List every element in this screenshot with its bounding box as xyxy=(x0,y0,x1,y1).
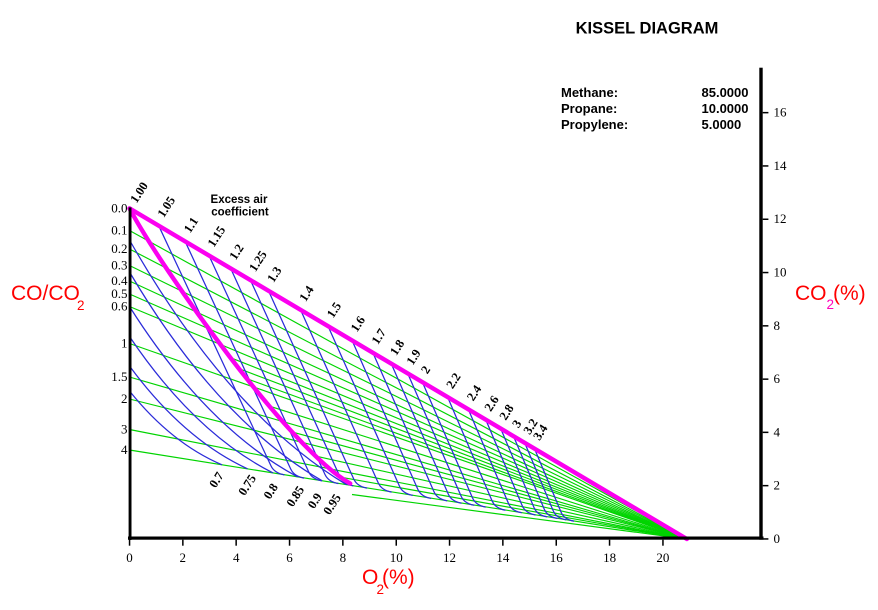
svg-text:4: 4 xyxy=(233,550,240,565)
svg-text:0: 0 xyxy=(126,550,133,565)
svg-text:0.5: 0.5 xyxy=(111,286,127,301)
svg-text:16: 16 xyxy=(550,550,564,565)
svg-text:2: 2 xyxy=(377,582,385,597)
svg-text:3: 3 xyxy=(121,422,128,437)
svg-text:Propylene:: Propylene: xyxy=(561,117,628,132)
svg-text:16: 16 xyxy=(774,105,788,120)
svg-text:Propane:: Propane: xyxy=(561,101,617,116)
svg-text:CO/CO: CO/CO xyxy=(11,282,80,305)
svg-text:6: 6 xyxy=(774,371,781,386)
svg-text:5.0000: 5.0000 xyxy=(702,117,742,132)
svg-text:12: 12 xyxy=(443,550,456,565)
svg-text:0.0: 0.0 xyxy=(111,200,127,215)
svg-text:10.0000: 10.0000 xyxy=(702,101,749,116)
svg-text:6: 6 xyxy=(286,550,293,565)
svg-text:2: 2 xyxy=(827,297,835,312)
svg-text:12: 12 xyxy=(774,211,787,226)
svg-text:0.6: 0.6 xyxy=(111,299,128,314)
svg-text:8: 8 xyxy=(340,550,347,565)
svg-text:14: 14 xyxy=(496,550,510,565)
svg-text:14: 14 xyxy=(774,158,788,173)
svg-text:85.0000: 85.0000 xyxy=(702,85,749,100)
svg-text:4: 4 xyxy=(774,424,781,439)
svg-text:0.2: 0.2 xyxy=(111,241,127,256)
svg-text:coefficient: coefficient xyxy=(211,207,269,219)
svg-text:Excess air: Excess air xyxy=(211,194,268,206)
svg-text:2: 2 xyxy=(774,478,781,493)
svg-text:20: 20 xyxy=(656,550,669,565)
svg-text:0.1: 0.1 xyxy=(111,223,127,238)
svg-text:0.4: 0.4 xyxy=(111,273,128,288)
svg-text:8: 8 xyxy=(774,318,781,333)
svg-text:1.5: 1.5 xyxy=(111,369,127,384)
svg-text:0.3: 0.3 xyxy=(111,258,127,273)
svg-text:2: 2 xyxy=(77,298,85,313)
svg-text:(%): (%) xyxy=(382,566,415,589)
svg-text:O: O xyxy=(362,566,378,589)
svg-text:Methane:: Methane: xyxy=(561,85,618,100)
svg-text:2: 2 xyxy=(121,391,128,406)
svg-text:0: 0 xyxy=(774,531,781,546)
svg-text:10: 10 xyxy=(390,550,403,565)
svg-text:10: 10 xyxy=(774,265,787,280)
svg-text:KISSEL DIAGRAM: KISSEL DIAGRAM xyxy=(576,20,719,38)
svg-text:(%): (%) xyxy=(833,282,866,305)
svg-text:4: 4 xyxy=(121,442,128,457)
svg-text:18: 18 xyxy=(603,550,616,565)
svg-text:CO: CO xyxy=(795,282,827,305)
svg-text:2: 2 xyxy=(180,550,187,565)
svg-text:1: 1 xyxy=(121,336,128,351)
